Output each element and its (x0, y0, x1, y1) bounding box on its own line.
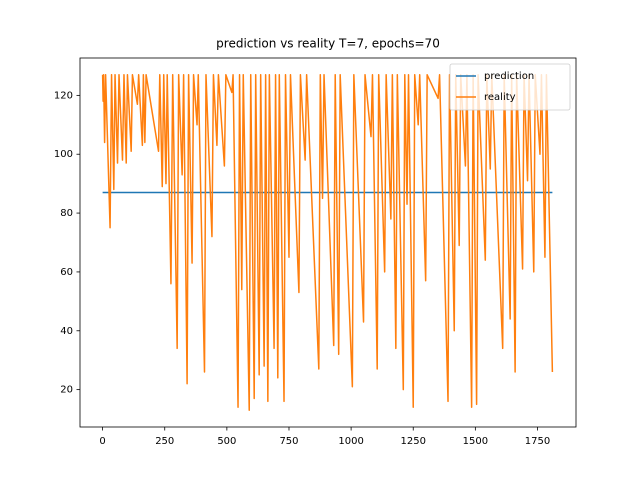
x-tick-label: 250 (155, 436, 174, 447)
y-tick-label: 100 (54, 149, 73, 160)
legend-box (449, 63, 571, 111)
x-tick-label: 1250 (401, 436, 426, 447)
y-tick-label: 20 (60, 385, 73, 396)
axes-frame (79, 57, 577, 428)
chart-title: prediction vs reality T=7, epochs=70 (216, 37, 440, 51)
y-tick-label: 120 (54, 90, 73, 101)
y-tick-label: 40 (60, 326, 73, 337)
x-tick-label: 750 (279, 436, 298, 447)
x-tick-label: 0 (99, 436, 105, 447)
legend-label: prediction (484, 71, 534, 82)
x-tick-label: 1500 (463, 436, 488, 447)
legend-label: reality (484, 92, 516, 103)
x-tick-label: 500 (217, 436, 236, 447)
y-tick-label: 80 (60, 208, 73, 219)
x-tick-label: 1750 (525, 436, 550, 447)
line-series (101, 74, 554, 411)
x-tick-label: 1000 (338, 436, 363, 447)
y-tick-label: 60 (60, 267, 73, 278)
